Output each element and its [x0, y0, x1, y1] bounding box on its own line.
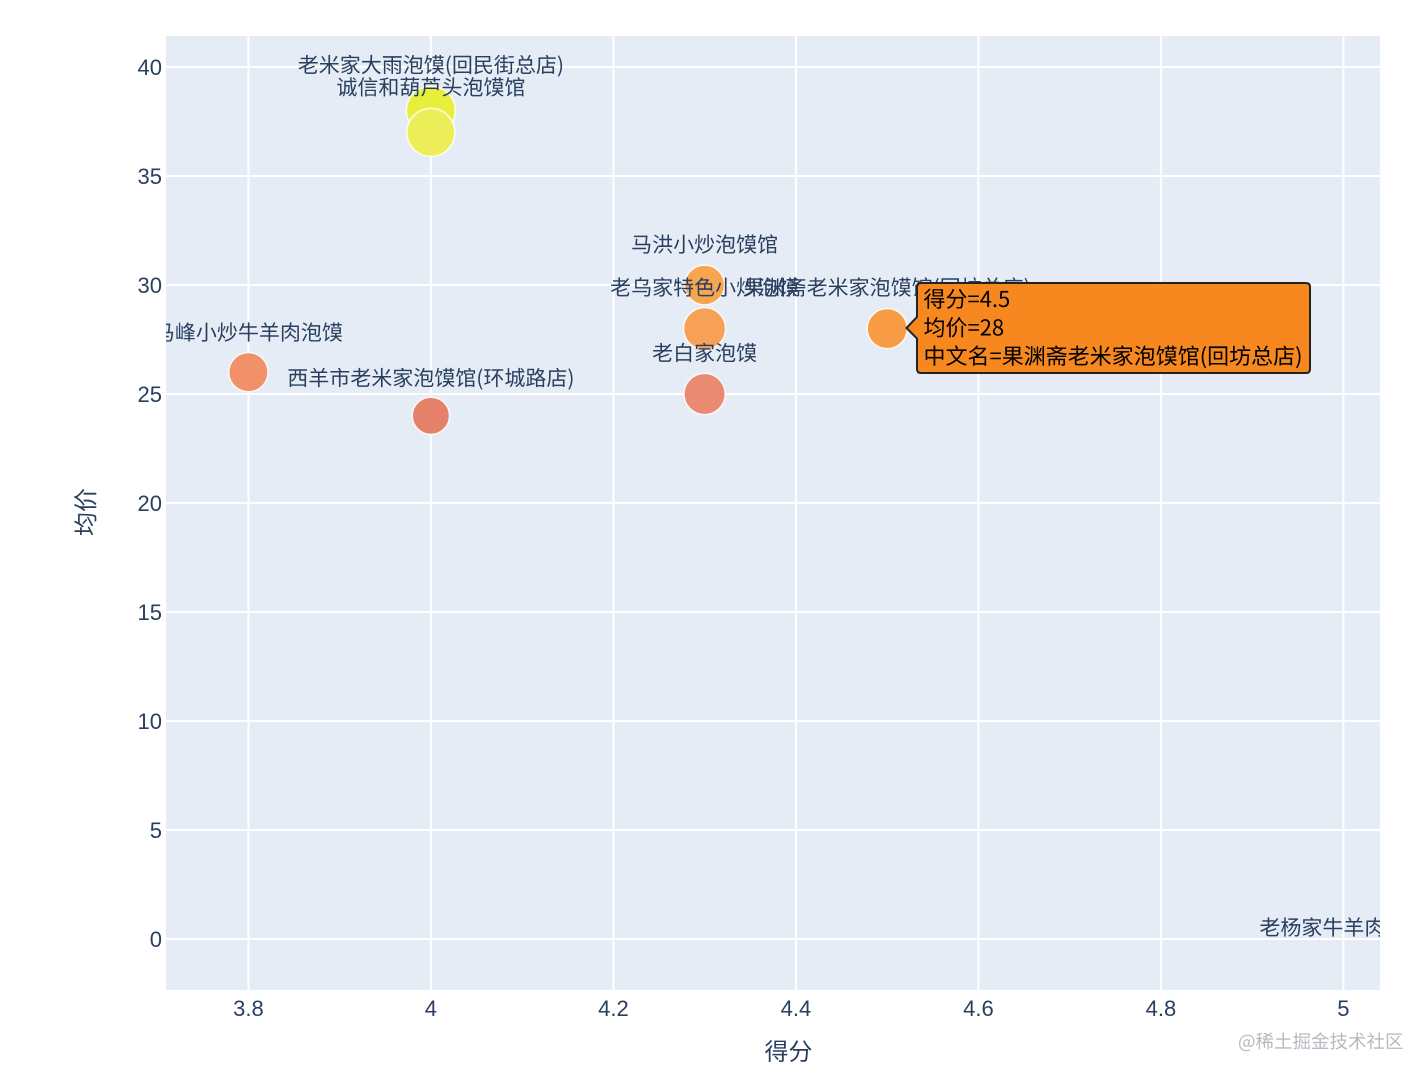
- svg-text:5: 5: [150, 818, 162, 843]
- svg-text:15: 15: [138, 600, 162, 625]
- svg-text:3.8: 3.8: [233, 996, 264, 1021]
- svg-text:5: 5: [1337, 996, 1349, 1021]
- svg-text:40: 40: [138, 55, 162, 80]
- svg-text:25: 25: [138, 382, 162, 407]
- svg-text:35: 35: [138, 164, 162, 189]
- svg-text:4.4: 4.4: [781, 996, 812, 1021]
- svg-text:20: 20: [138, 491, 162, 516]
- svg-text:4.6: 4.6: [963, 996, 994, 1021]
- svg-text:10: 10: [138, 709, 162, 734]
- svg-text:0: 0: [150, 927, 162, 952]
- svg-text:4.2: 4.2: [598, 996, 629, 1021]
- svg-text:4.8: 4.8: [1146, 996, 1177, 1021]
- svg-text:4: 4: [425, 996, 437, 1021]
- svg-text:30: 30: [138, 273, 162, 298]
